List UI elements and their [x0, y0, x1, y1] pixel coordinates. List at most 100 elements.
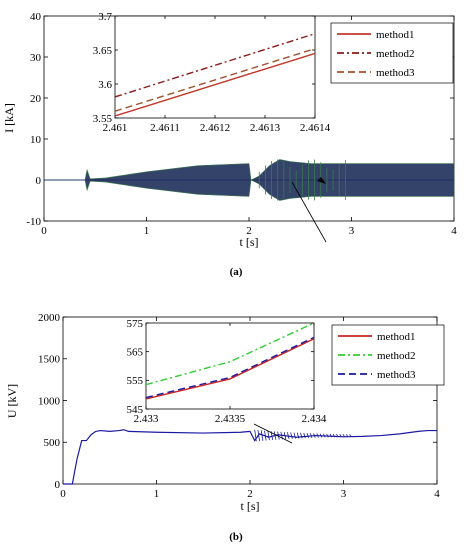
- voltage-oscillation: [345, 434, 349, 438]
- x-tick-label: 2.4612: [200, 122, 230, 134]
- y-tick-label: 0: [55, 479, 61, 491]
- inset-series-line: [114, 52, 316, 117]
- x-tick-label: 4: [434, 488, 440, 500]
- inset-frame: [114, 15, 316, 119]
- voltage-oscillation: [309, 433, 313, 438]
- y-tick-label: 1000: [38, 395, 61, 407]
- panel-b-x-axis: 0 1 2 3 4: [60, 317, 440, 500]
- voltage-oscillation: [306, 433, 310, 439]
- voltage-oscillation: [257, 429, 260, 442]
- voltage-oscillation: [260, 430, 264, 441]
- x-tick-label: 2: [247, 488, 253, 500]
- y-tick-label: 40: [30, 11, 42, 23]
- voltage-oscillation: [339, 434, 342, 438]
- voltage-oscillation: [336, 433, 339, 438]
- x-tick-label: 3: [341, 488, 347, 500]
- inset-series-line: [145, 338, 315, 400]
- x-tick-label: 1: [154, 488, 160, 500]
- y-tick-label: 1500: [38, 354, 61, 366]
- panel-a-inset: 2.461 2.4611 2.4612 2.4613 2.4614 3.55 3.6 3.65…: [93, 11, 331, 134]
- y-tick-label: 0: [36, 175, 42, 187]
- x-tick-label: 0: [41, 225, 47, 237]
- y-tick-label: 500: [44, 437, 61, 449]
- panel-b-y-axis: 0 500 1000 1500 2000: [38, 312, 437, 491]
- voltage-oscillation: [349, 434, 352, 437]
- x-tick-label: 2: [246, 225, 252, 237]
- panel-b-zoom-arrow: [253, 423, 293, 444]
- y-tick-label: 575: [127, 318, 144, 330]
- x-tick-label: 2.4613: [250, 122, 281, 134]
- voltage-oscillation: [303, 432, 306, 439]
- legend-label: method1: [377, 331, 416, 343]
- panel-a-zoom-arrowhead: [317, 177, 326, 184]
- panel-b-y-label: U [kV]: [5, 384, 19, 418]
- inset-series-line: [114, 47, 316, 112]
- y-tick-label: 20: [30, 93, 42, 105]
- x-tick-label: 2.433: [134, 413, 159, 425]
- voltage-oscillation: [300, 432, 303, 439]
- panel-b-caption: (b): [229, 531, 243, 543]
- voltage-oscillation: [296, 432, 300, 439]
- voltage-oscillation: [342, 434, 346, 438]
- voltage-oscillation: [293, 432, 296, 439]
- y-tick-label: 30: [30, 52, 42, 64]
- legend-label: method2: [377, 350, 416, 362]
- voltage-oscillation: [264, 430, 267, 441]
- voltage-oscillation: [273, 431, 277, 440]
- inset-series-line: [114, 33, 316, 98]
- voltage-oscillation: [254, 429, 257, 442]
- panel-b-x-label: t [s]: [241, 499, 260, 513]
- legend-label: method3: [377, 369, 416, 381]
- y-tick-label: 10: [30, 134, 42, 146]
- inset-series-line: [145, 336, 315, 399]
- legend-box: [330, 22, 454, 84]
- panel-b-inset: 2.433 2.4335 2.434 545 555 565 575: [127, 318, 327, 425]
- voltage-oscillation: [277, 431, 280, 440]
- panel-a-y-label: I [kA]: [2, 103, 16, 133]
- voltage-oscillation: [332, 433, 336, 438]
- signal-envelope: [44, 159, 455, 201]
- panel-a-y-axis: -10 0 10 20 30 40: [26, 11, 454, 228]
- x-tick-label: 2.4335: [215, 413, 246, 425]
- panel-b-legend: method1 method2 method3: [331, 324, 445, 386]
- x-tick-label: 0: [60, 488, 66, 500]
- legend-label: method3: [376, 67, 415, 79]
- panel-a-caption: (a): [230, 266, 243, 278]
- y-tick-label: -10: [26, 216, 41, 228]
- y-tick-label: 565: [127, 347, 144, 359]
- x-tick-label: 4: [451, 225, 457, 237]
- voltage-curve: [63, 429, 437, 485]
- voltage-oscillation: [326, 433, 329, 438]
- panel-a-zoom-arrow: [291, 181, 327, 243]
- x-tick-label: 2.4611: [150, 122, 180, 134]
- y-tick-label: 3.7: [98, 11, 112, 23]
- legend-box: [331, 324, 445, 386]
- inset-frame: [145, 322, 315, 410]
- voltage-oscillation: [313, 433, 316, 438]
- voltage-oscillation: [287, 432, 290, 440]
- voltage-oscillation: [267, 430, 270, 441]
- voltage-oscillation: [316, 433, 319, 438]
- x-tick-label: 2.461: [103, 122, 128, 134]
- y-tick-label: 555: [127, 375, 144, 387]
- voltage-oscillation: [329, 433, 332, 438]
- panel-a-legend: method1 method2 method3: [330, 22, 454, 84]
- panel-a-x-label: t [s]: [240, 235, 259, 249]
- voltage-oscillation: [323, 433, 326, 438]
- legend-label: method1: [376, 29, 415, 41]
- y-tick-label: 3.55: [93, 113, 113, 125]
- x-tick-label: 1: [144, 225, 150, 237]
- voltage-oscillation: [319, 433, 323, 438]
- voltage-oscillation: [290, 432, 293, 439]
- x-tick-label: 3: [349, 225, 355, 237]
- y-tick-label: 2000: [38, 312, 61, 324]
- y-tick-label: 3.65: [93, 45, 113, 57]
- y-tick-label: 545: [127, 404, 144, 416]
- x-tick-label: 2.434: [302, 413, 327, 425]
- y-tick-label: 3.6: [98, 79, 112, 91]
- panel-b-chart: 0 1 2 3 4 0 500 1000 1500 2000 2.433 2.4335 2.434 5…: [5, 312, 445, 543]
- voltage-oscillation: [283, 431, 287, 440]
- legend-label: method2: [376, 48, 415, 60]
